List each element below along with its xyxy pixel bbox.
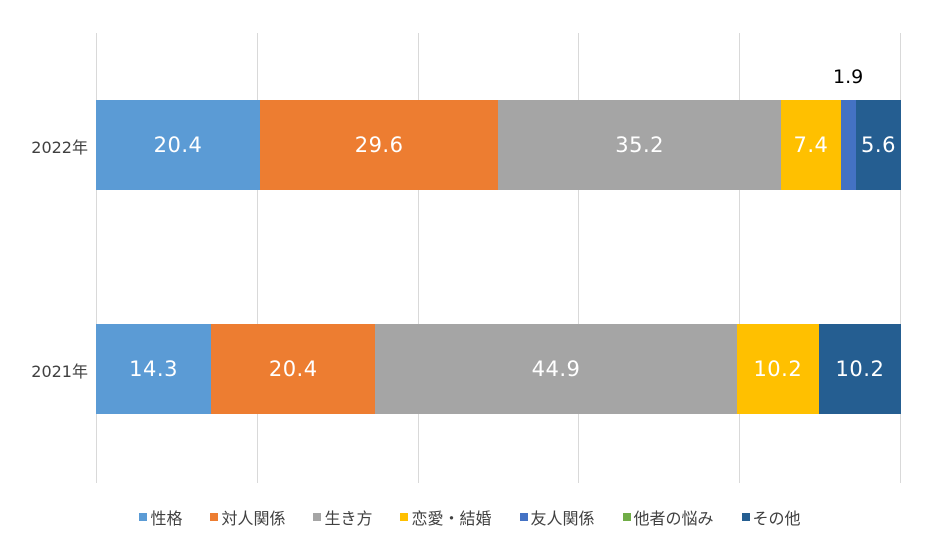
bar-segment: 35.2: [498, 100, 782, 190]
gridline-20: [257, 33, 258, 483]
data-label-friends-2022: 1.9: [833, 66, 864, 88]
legend-swatch-icon: [622, 513, 631, 521]
legend-item: 他者の悩み: [622, 505, 714, 529]
gridline-80: [739, 33, 740, 483]
data-label: 7.4: [793, 133, 829, 157]
data-label: 44.9: [531, 357, 581, 381]
legend-item: 性格: [139, 505, 182, 529]
bar-2022: 20.4 29.6 35.2 7.4 5.6: [96, 100, 901, 190]
legend-label: 恋愛・結婚: [411, 509, 492, 528]
legend: 性格 対人関係 生き方 恋愛・結婚 友人関係 他者の悩み その他: [0, 505, 940, 529]
gridline-40: [418, 33, 419, 483]
legend-swatch-icon: [139, 513, 148, 521]
legend-swatch-icon: [400, 513, 409, 521]
bar-segment: 10.2: [736, 324, 819, 414]
legend-swatch-icon: [519, 513, 528, 521]
legend-item: その他: [741, 505, 801, 529]
legend-item: 恋愛・結婚: [400, 505, 492, 529]
data-label: 5.6: [861, 133, 896, 157]
data-label: 10.2: [753, 357, 803, 381]
legend-label: その他: [752, 509, 801, 528]
data-label: 35.2: [615, 133, 665, 157]
legend-item: 友人関係: [519, 505, 595, 529]
bar-2021: 14.3 20.4 44.9 10.2 10.2: [96, 324, 901, 414]
bar-segment: 10.2: [818, 324, 901, 414]
legend-item: 対人関係: [210, 505, 285, 529]
data-label: 10.2: [835, 357, 885, 381]
gridline-0: [96, 33, 97, 483]
legend-label: 対人関係: [221, 509, 286, 528]
legend-swatch-icon: [210, 513, 219, 521]
legend-label: 生き方: [324, 509, 373, 528]
bar-segment: 20.4: [96, 100, 261, 190]
legend-label: 性格: [150, 509, 183, 528]
data-label: 29.6: [354, 133, 404, 157]
legend-item: 生き方: [313, 505, 372, 529]
bar-segment: 44.9: [375, 324, 737, 414]
bar-segment: 20.4: [211, 324, 376, 414]
category-label-2022: 2022年: [31, 138, 88, 157]
category-label-2021: 2021年: [31, 362, 88, 381]
data-label: 14.3: [129, 357, 178, 381]
bar-segment: 7.4: [781, 100, 841, 190]
legend-label: 友人関係: [530, 509, 595, 528]
legend-label: 他者の悩み: [633, 509, 714, 528]
bar-segment: 5.6: [855, 100, 901, 190]
bar-segment: [840, 100, 856, 190]
legend-swatch-icon: [313, 513, 322, 521]
bar-segment: 29.6: [260, 100, 499, 190]
gridline-100: [900, 33, 901, 483]
legend-swatch-icon: [741, 513, 750, 521]
data-label: 20.4: [153, 133, 203, 157]
bar-segment: 14.3: [96, 324, 212, 414]
gridline-60: [578, 33, 579, 483]
data-label: 20.4: [268, 357, 318, 381]
